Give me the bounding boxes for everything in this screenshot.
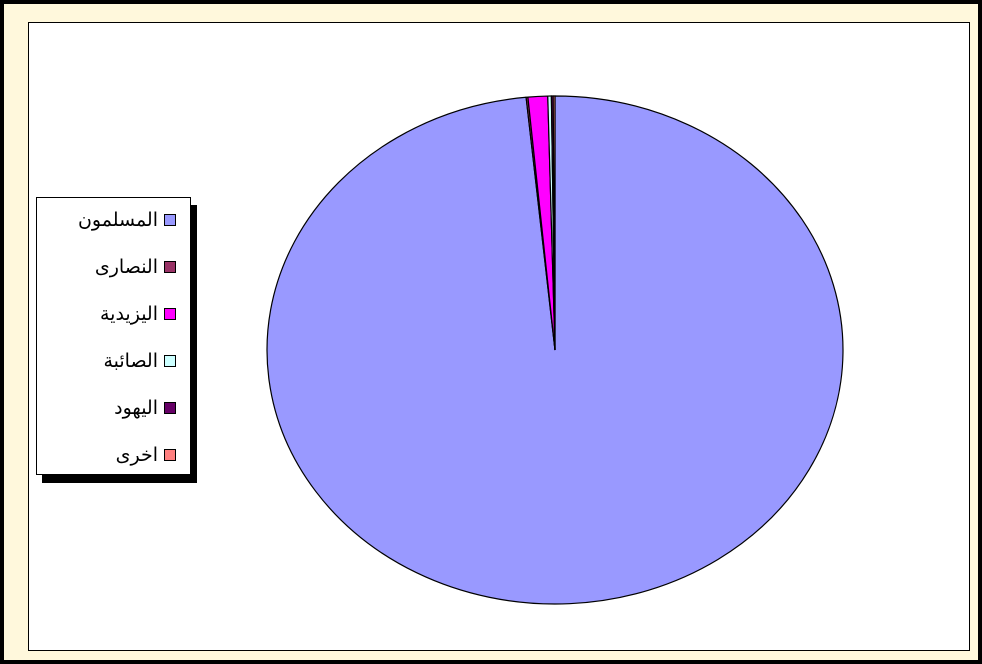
legend-item: اليزيدية: [100, 302, 176, 326]
legend-swatch: [164, 449, 176, 461]
legend-item: اليهود: [114, 396, 176, 420]
legend-swatch: [164, 402, 176, 414]
legend: المسلمون النصارى اليزيدية الصائبة اليهود…: [36, 197, 191, 475]
legend-swatch: [164, 261, 176, 273]
legend-label: الصائبة: [103, 350, 158, 372]
legend-item: المسلمون: [78, 208, 176, 232]
legend-label: اخرى: [115, 444, 158, 466]
legend-item: اخرى: [116, 443, 176, 467]
legend-label: اليزيدية: [99, 303, 158, 325]
legend-item: النصارى: [95, 255, 176, 279]
pie-slice: [552, 95, 556, 351]
legend-item: الصائبة: [103, 349, 176, 373]
legend-swatch: [164, 214, 176, 226]
legend-swatch: [164, 308, 176, 320]
legend-label: اليهود: [114, 397, 158, 419]
legend-label: النصارى: [94, 256, 158, 278]
legend-label: المسلمون: [77, 209, 158, 231]
legend-swatch: [164, 355, 176, 367]
pie-slices: [266, 95, 844, 605]
